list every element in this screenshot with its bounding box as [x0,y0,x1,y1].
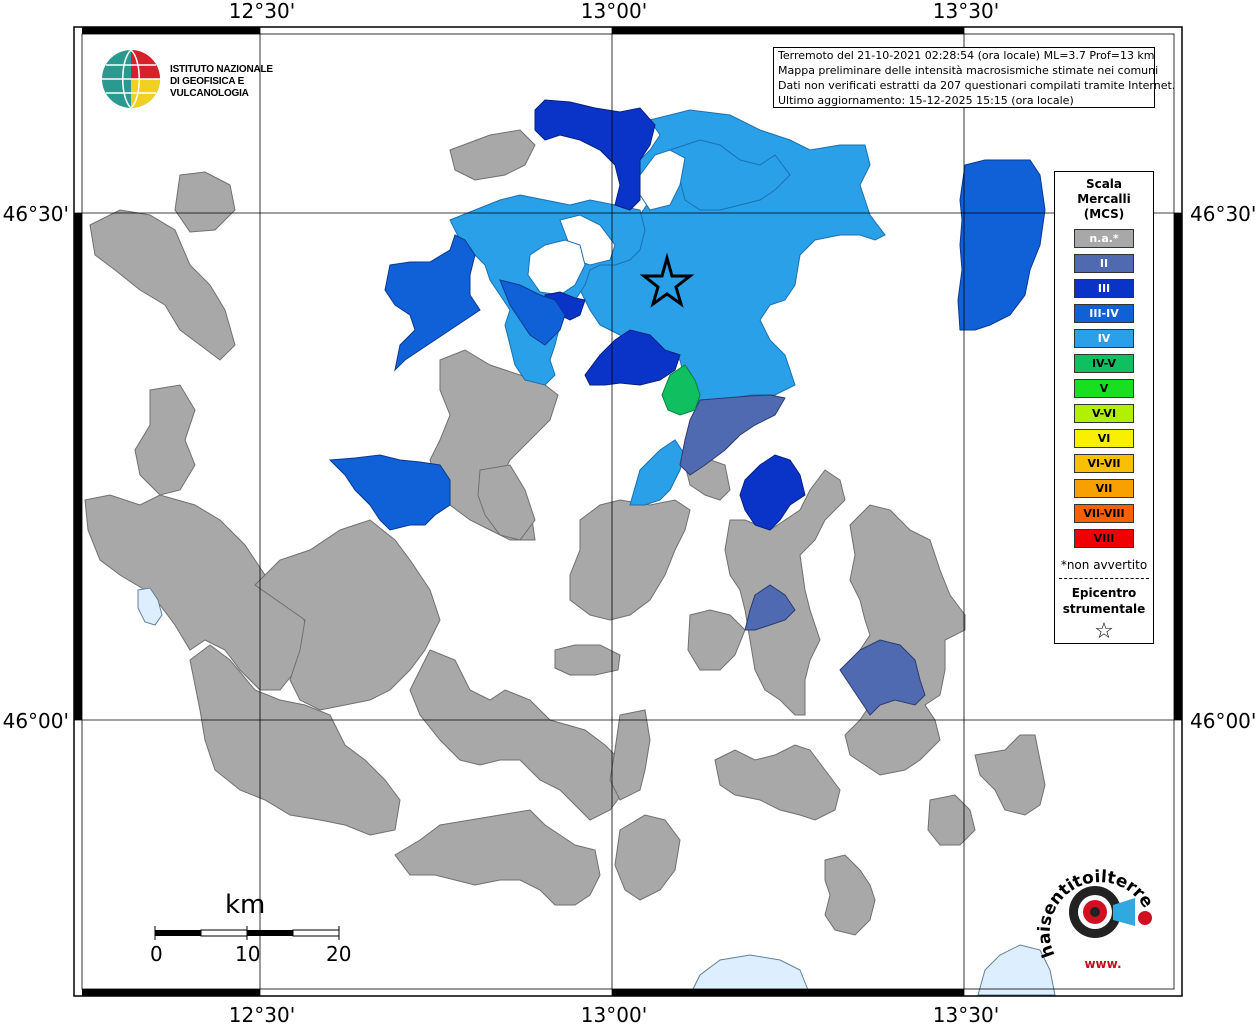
globe-icon [102,49,160,109]
legend-epicenter-line-2: strumentale [1062,602,1146,616]
haisentito-www: www. [1084,957,1121,971]
legend-title-2: Mercalli [1077,192,1131,206]
legend-item: II [1074,254,1134,273]
legend-item: VI [1074,429,1134,448]
bottom-label-3: 13°30' [933,1003,999,1024]
scale-bar [154,926,340,940]
legend-epicenter-label: Epicentro strumentale [1055,585,1153,617]
haisentito-logo: haisentitoilterremoto.it www. [1026,835,1165,980]
ingv-logo: ISTITUTO NAZIONALE DI GEOFISICA E VULCAN… [100,48,310,110]
top-label-3: 13°30' [933,0,999,23]
bottom-label-2: 13°00' [581,1003,647,1024]
legend-item: n.a.* [1074,229,1134,248]
legend-item: VI-VII [1074,454,1134,473]
intensity-legend: Scala Mercalli (MCS) n.a.* II III III-IV IV I… [1054,171,1154,644]
target-icon: haisentitoilterremoto.it www. [1026,835,1157,971]
legend-item: III-IV [1074,304,1134,323]
map-frame-border [74,27,1182,996]
legend-title: Scala Mercalli (MCS) [1055,177,1153,222]
event-info-box: Terremoto del 21-10-2021 02:28:54 (ora l… [773,47,1176,108]
municipalities-not-available [84,129,1046,936]
ingv-name-line-1: ISTITUTO NAZIONALE [170,64,273,75]
legend-item: V [1074,379,1134,398]
legend-title-1: Scala [1085,177,1123,191]
legend-separator [1059,578,1149,579]
intensity-III-areas [534,99,806,531]
legend-item: VII-VIII [1074,504,1134,523]
right-label-1: 46°30' [1190,202,1256,226]
legend-title-3: (MCS) [1083,207,1125,221]
event-info-line-4: Ultimo aggiornamento: 15-12-2025 15:15 (… [778,94,1074,107]
legend-item: III [1074,279,1134,298]
legend-star-icon: ☆ [1094,619,1114,644]
legend-item: V-VI [1074,404,1134,423]
legend-item: IV-V [1074,354,1134,373]
intensity-II-areas [679,394,926,716]
graticule [74,27,1182,996]
legend-items: n.a.* II III III-IV IV IV-V V V-VI VI VI-VII VII VI… [1055,229,1153,548]
legend-note: *non avvertito [1060,558,1148,572]
left-label-1: 46°30' [3,202,69,226]
lake [137,587,163,626]
right-label-2: 46°00' [1190,709,1256,733]
sea-coast [977,944,1056,996]
ingv-name-line-2: DI GEOFISICA E VULCANOLOGIA [170,76,249,99]
scale-tick-10: 10 [235,942,261,966]
unmapped-area-north [639,149,686,211]
legend-item: VIII [1074,529,1134,548]
top-label-1: 12°30' [229,0,295,23]
event-info-line-2: Mappa preliminare delle intensità macros… [778,64,1159,77]
scale-labels: km 0 10 20 [150,890,360,970]
top-label-2: 13°00' [581,0,647,23]
scale-tick-0: 0 [150,942,163,966]
intensity-III-IV-areas [328,159,1046,531]
unmapped-area [527,239,586,296]
event-info-line-1: Terremoto del 21-10-2021 02:28:54 (ora l… [778,49,1155,62]
epicenter-star-icon [639,252,695,308]
legend-epicenter-line-1: Epicentro [1071,586,1137,600]
event-info-line-3: Dati non verificati estratti da 207 ques… [778,79,1176,92]
scale-tick-20: 20 [326,942,352,966]
bottom-label-1: 12°30' [229,1003,295,1024]
intensity-IV-V-area [661,364,701,416]
scale-title: km [225,890,266,920]
left-label-2: 46°00' [3,709,69,733]
legend-item: IV [1074,329,1134,348]
legend-item: VII [1074,479,1134,498]
